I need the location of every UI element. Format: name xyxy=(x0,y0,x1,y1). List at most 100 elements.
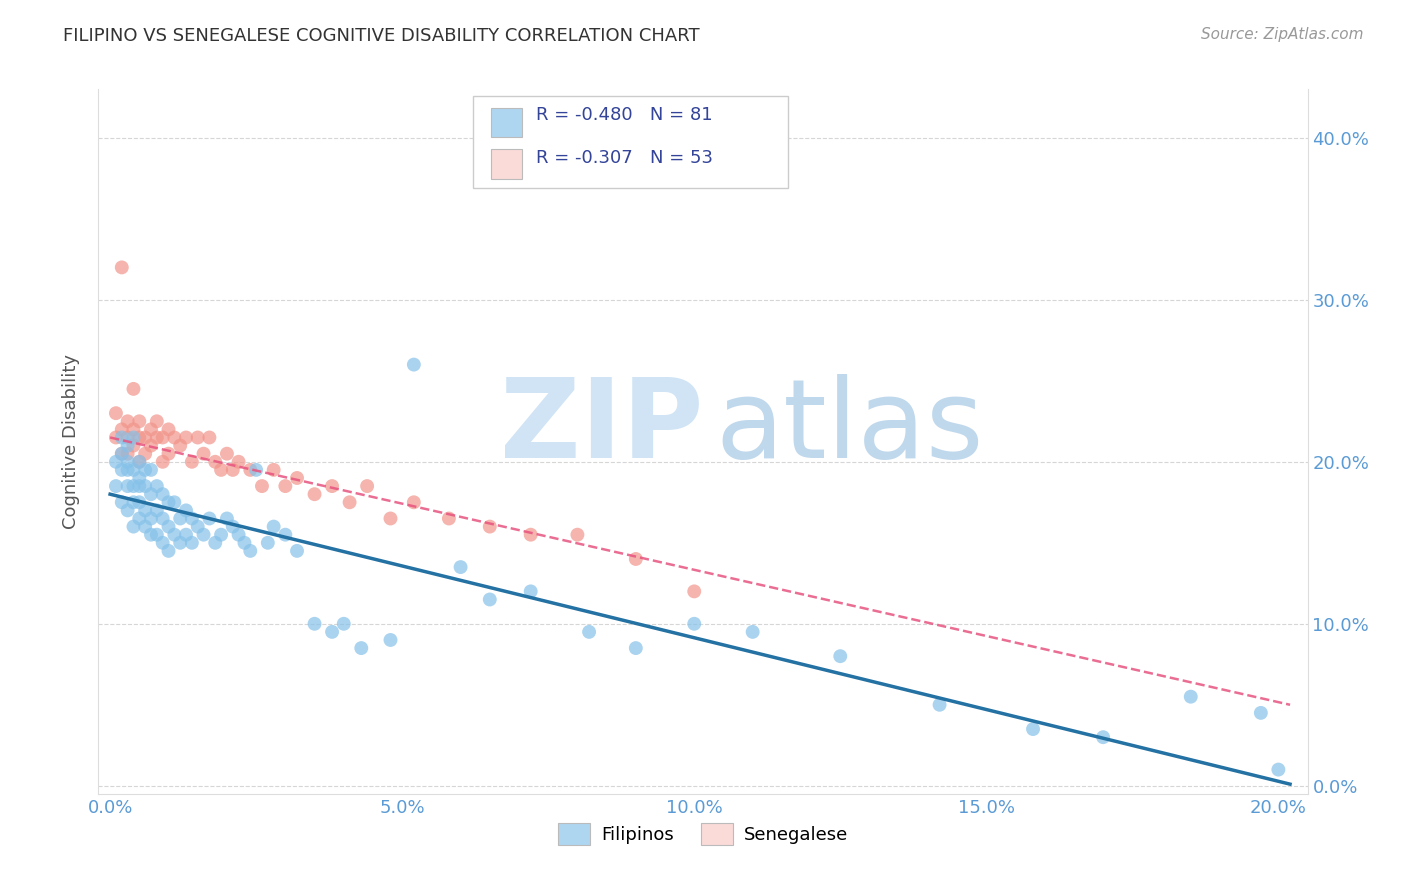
Point xyxy=(157,519,180,533)
Text: ZIP: ZIP xyxy=(499,374,703,481)
Point xyxy=(222,463,245,477)
Point xyxy=(204,455,226,469)
Point xyxy=(104,455,127,469)
Point xyxy=(122,519,145,533)
Point xyxy=(152,487,174,501)
Point xyxy=(180,455,202,469)
Text: R = -0.307   N = 53: R = -0.307 N = 53 xyxy=(536,149,713,167)
Point xyxy=(163,495,186,509)
Point xyxy=(128,471,150,485)
Point xyxy=(117,439,139,453)
Point xyxy=(169,536,191,550)
Point xyxy=(356,479,378,493)
Point xyxy=(163,527,186,541)
Point xyxy=(111,447,134,461)
Point xyxy=(111,430,134,444)
Point xyxy=(263,519,285,533)
Point xyxy=(122,382,145,396)
Point xyxy=(928,698,950,712)
Point xyxy=(128,455,150,469)
Point xyxy=(157,495,180,509)
Point xyxy=(111,260,134,275)
Point xyxy=(152,455,174,469)
Text: Source: ZipAtlas.com: Source: ZipAtlas.com xyxy=(1201,27,1364,42)
Point xyxy=(239,544,262,558)
Point xyxy=(321,624,343,639)
Point xyxy=(402,358,425,372)
Point xyxy=(187,430,209,444)
Point xyxy=(128,479,150,493)
Point xyxy=(139,527,162,541)
Point xyxy=(274,479,297,493)
Point xyxy=(256,536,278,550)
Legend: Filipinos, Senegalese: Filipinos, Senegalese xyxy=(550,815,856,852)
Point xyxy=(157,422,180,436)
Point xyxy=(339,495,361,509)
Point xyxy=(350,641,373,656)
Point xyxy=(193,527,215,541)
Point xyxy=(122,479,145,493)
Point xyxy=(111,447,134,461)
Point xyxy=(519,527,541,541)
Point xyxy=(117,447,139,461)
Point xyxy=(624,641,647,656)
Point xyxy=(139,439,162,453)
Point xyxy=(285,471,308,485)
Point xyxy=(519,584,541,599)
Point xyxy=(830,649,852,664)
Point xyxy=(122,430,145,444)
Point xyxy=(332,616,354,631)
Point xyxy=(134,479,156,493)
Point xyxy=(146,414,169,428)
Point xyxy=(239,463,262,477)
Point xyxy=(157,447,180,461)
Point xyxy=(1250,706,1272,720)
Point xyxy=(304,487,326,501)
Point xyxy=(741,624,763,639)
Point xyxy=(1022,722,1045,736)
Point xyxy=(111,463,134,477)
Point xyxy=(134,430,156,444)
Point xyxy=(117,463,139,477)
Point xyxy=(174,430,197,444)
Point xyxy=(152,536,174,550)
Point xyxy=(163,430,186,444)
Point xyxy=(152,511,174,525)
Point xyxy=(174,503,197,517)
Point xyxy=(193,447,215,461)
Point xyxy=(117,503,139,517)
Point xyxy=(128,511,150,525)
Point xyxy=(134,447,156,461)
Point xyxy=(198,511,221,525)
FancyBboxPatch shape xyxy=(492,108,522,137)
Point xyxy=(128,430,150,444)
Point xyxy=(1092,730,1115,744)
Text: FILIPINO VS SENEGALESE COGNITIVE DISABILITY CORRELATION CHART: FILIPINO VS SENEGALESE COGNITIVE DISABIL… xyxy=(63,27,700,45)
Point xyxy=(122,495,145,509)
Point xyxy=(402,495,425,509)
Point xyxy=(146,479,169,493)
Point xyxy=(146,430,169,444)
Text: atlas: atlas xyxy=(716,374,984,481)
Point xyxy=(304,616,326,631)
Point xyxy=(683,616,706,631)
Point xyxy=(567,527,589,541)
Point xyxy=(111,495,134,509)
Point xyxy=(169,439,191,453)
Point xyxy=(233,536,256,550)
Point xyxy=(198,430,221,444)
Point xyxy=(134,503,156,517)
Y-axis label: Cognitive Disability: Cognitive Disability xyxy=(62,354,80,529)
Point xyxy=(180,511,202,525)
Point xyxy=(222,519,245,533)
Point xyxy=(204,536,226,550)
Point xyxy=(146,503,169,517)
Point xyxy=(117,414,139,428)
Point xyxy=(139,422,162,436)
Point xyxy=(624,552,647,566)
Point xyxy=(1267,763,1289,777)
Point xyxy=(180,536,202,550)
Point xyxy=(285,544,308,558)
Point xyxy=(437,511,460,525)
Point xyxy=(139,511,162,525)
